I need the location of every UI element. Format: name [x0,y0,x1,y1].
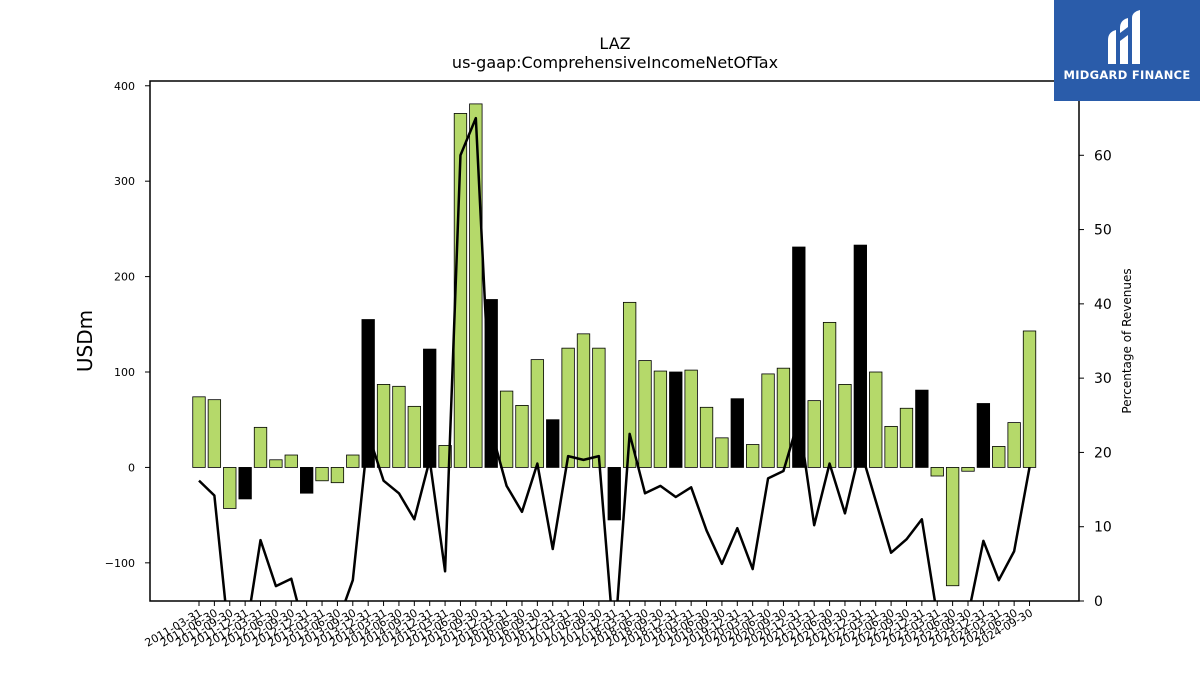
bar-2018-12-31 [669,371,683,468]
bar-2015-06-30 [453,113,468,468]
y-tick-label: 0 [128,461,135,474]
bar-2017-12-31 [607,467,621,521]
bar-2021-06-30 [822,321,837,468]
plot-frame [149,80,1080,602]
bar-2023-12-31 [976,403,991,468]
bar-2022-06-30 [884,425,898,468]
bar-2019-06-30 [699,406,714,468]
bar-2013-06-30 [330,467,345,484]
bar-2011-06-30 [207,399,222,468]
bar-2023-09-30 [961,467,975,472]
y2-tick-label: 0 [1094,594,1103,610]
bar-2011-09-30 [223,467,237,509]
y-tick-label: 400 [114,80,135,93]
bar-2014-12-31 [423,348,437,468]
y-axis-right: 0 10 20 30 40 50 60 [1079,148,1112,610]
bar-2013-12-31 [361,319,375,468]
bar-2022-12-31 [915,389,929,468]
bar-2017-06-30 [576,333,591,468]
y-tick-label: 200 [114,271,135,284]
y-tick-label: 100 [114,366,135,379]
bar-2014-03-31 [376,384,391,468]
bar-2019-03-31 [684,369,698,468]
logo-text: MIDGARD FINANCE [1063,68,1191,82]
bar-2020-06-30 [761,373,775,468]
bar-2019-09-30 [715,437,729,468]
logo-mark-icon [1108,10,1140,64]
line-group [198,116,1031,601]
bar-2020-12-31 [792,246,806,468]
bar-2018-03-31 [622,301,637,468]
brand-logo: MIDGARD FINANCE [1054,0,1200,101]
bar-2016-09-30 [530,359,545,468]
bar-2012-03-31 [253,426,268,468]
y2-tick-label: 60 [1094,148,1112,164]
chart-title: LAZ [599,34,630,53]
chart-subtitle: us-gaap:ComprehensiveIncomeNetOfTax [452,53,778,72]
bar-2024-03-31 [992,446,1006,468]
bar-2012-06-30 [269,459,283,468]
bar-2021-03-31 [807,400,821,468]
y-tick-label: 300 [114,175,135,188]
y2-tick-label: 40 [1094,297,1112,313]
bar-2018-06-30 [638,360,652,468]
y-tick-label: −100 [105,557,135,570]
bar-2021-12-31 [853,244,867,468]
bar-2024-09-30 [1022,330,1037,468]
y2-tick-label: 20 [1094,445,1112,461]
bar-2012-09-30 [284,454,298,468]
bar-2014-09-30 [407,405,421,468]
bar-2023-06-30 [945,467,960,587]
bar-2014-06-30 [392,385,406,468]
bar-2016-06-30 [515,404,529,468]
bar-2017-03-31 [561,347,575,468]
bar-2011-12-31 [238,467,252,500]
bar-2023-03-31 [930,467,944,477]
bar-2016-12-31 [546,419,560,468]
y2-tick-label: 10 [1094,520,1112,536]
bar-2011-03-31 [192,396,206,468]
y2-axis-label: Percentage of Revenues [1120,268,1134,413]
y2-tick-label: 30 [1094,371,1112,387]
series-line-percentage [198,116,1031,601]
y-axis-left: −100 0 100 200 300 400 [105,80,150,570]
bar-2018-09-30 [653,370,668,468]
bar-2012-12-31 [300,467,314,494]
bar-2022-03-31 [869,371,883,468]
bar-2019-12-31 [730,398,744,468]
bar-2013-09-30 [346,454,360,468]
bar-2020-03-31 [746,444,760,468]
bar-2024-06-30 [1007,422,1021,468]
bar-2017-09-30 [592,347,606,468]
bar-2013-03-31 [315,467,329,482]
bar-2015-09-30 [469,103,483,468]
bar-2021-09-30 [838,384,852,468]
bar-2016-03-31 [499,390,514,468]
bar-group [192,103,1037,587]
x-axis: 2011-03-312011-06-302011-09-302011-12-31… [143,601,1035,650]
bar-2022-09-30 [899,407,914,468]
y2-tick-label: 50 [1094,223,1112,239]
y-axis-label: USDm [73,310,97,372]
